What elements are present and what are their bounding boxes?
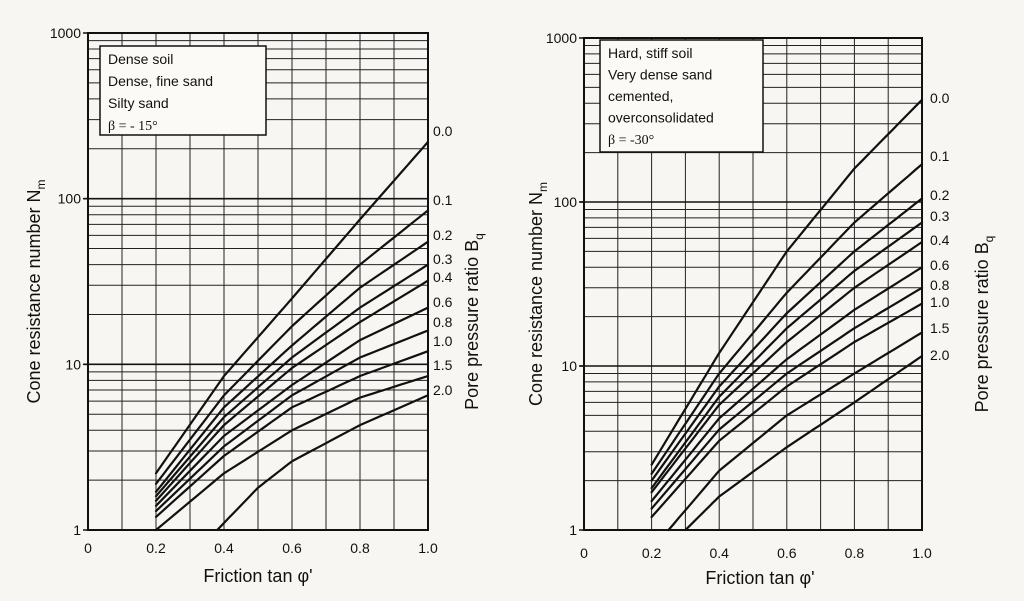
series-line-bq-0.3: [650, 221, 924, 490]
x-tick-label: 0.2: [642, 545, 662, 561]
y-tick-label: 1: [569, 522, 577, 538]
right-axis-label: Pore pressure ratio Bq: [972, 236, 996, 413]
soil-description-line: Silty sand: [108, 95, 169, 111]
series-line-bq-0.6: [650, 266, 924, 503]
series-line-bq-2.0: [216, 394, 430, 532]
series-label-bq-0.2: 0.2: [930, 187, 950, 203]
y-tick-label: 10: [65, 356, 81, 372]
x-tick-label: 0.2: [146, 540, 166, 556]
series-line-bq-0.8: [650, 286, 924, 510]
x-tick-label: 0.4: [214, 540, 234, 556]
y-tick-label: 1000: [50, 25, 81, 41]
series-line-bq-0.1: [650, 163, 924, 475]
x-tick-label: 0.4: [709, 545, 729, 561]
y-tick-label: 100: [58, 191, 82, 207]
series-label-bq-1.0: 1.0: [433, 333, 453, 349]
y-tick-label: 10: [561, 358, 577, 374]
grid-lines: [88, 33, 428, 530]
soil-description-line: overconsolidated: [608, 110, 714, 126]
series-lines: [154, 140, 430, 532]
x-tick-label: 0.6: [282, 540, 302, 556]
series-line-bq-1.0: [650, 302, 924, 519]
series-line-bq-1.5: [667, 331, 924, 532]
soil-description-line: Dense, fine sand: [108, 73, 213, 89]
series-line-bq-1.5: [154, 374, 430, 532]
plot-frame: [583, 37, 923, 531]
series-label-bq-2.0: 2.0: [930, 347, 950, 363]
x-axis-label: Friction tan φ': [705, 568, 814, 588]
series-label-bq-2.0: 2.0: [433, 382, 453, 398]
y-tick-label: 1000: [546, 30, 577, 46]
x-tick-label: 0.8: [350, 540, 370, 556]
series-label-bq-0.4: 0.4: [930, 232, 950, 248]
series-label-bq-0.4: 0.4: [433, 269, 453, 285]
x-tick-label: 1.0: [418, 540, 438, 556]
series-line-bq-0.3: [154, 263, 430, 498]
series-lines: [650, 98, 924, 532]
series-label-bq-0.6: 0.6: [930, 257, 950, 273]
series-line-bq-0.2: [650, 197, 924, 482]
series-label-bq-0.8: 0.8: [433, 314, 453, 330]
y-tick-label: 1: [73, 522, 81, 538]
series-line-bq-0.0: [650, 98, 924, 466]
x-tick-label: 0.6: [777, 545, 797, 561]
x-tick-label: 0: [84, 540, 92, 556]
series-line-bq-0.1: [154, 209, 430, 485]
series-line-bq-1.0: [154, 350, 430, 519]
series-line-bq-0.8: [154, 329, 430, 513]
series-label-bq-0.6: 0.6: [433, 294, 453, 310]
series-line-bq-0.4: [650, 240, 924, 494]
series-label-bq-0.3: 0.3: [433, 251, 453, 267]
beta-angle-label: β = -30°: [608, 133, 654, 148]
soil-description-line: cemented,: [608, 88, 673, 104]
series-label-bq-1.0: 1.0: [930, 294, 950, 310]
series-line-bq-0.2: [154, 240, 430, 493]
beta-angle-label: β = - 15°: [108, 119, 158, 134]
right-axis-label: Pore pressure ratio Bq: [462, 233, 486, 410]
y-axis-label: Cone resistance number Nm: [24, 179, 48, 403]
series-label-bq-0.8: 0.8: [930, 277, 950, 293]
soil-description-line: Hard, stiff soil: [608, 45, 693, 61]
x-tick-label: 0: [580, 545, 588, 561]
chart-panel-1: 1 10 100 1000 0 0.2 0.4 0.6 0.8 1.0 Friction tan φ…: [24, 25, 486, 586]
series-label-bq-0.3: 0.3: [930, 208, 950, 224]
series-label-bq-0.1: 0.1: [930, 148, 950, 164]
x-tick-label: 0.8: [845, 545, 865, 561]
series-label-bq-0.1: 0.1: [433, 192, 453, 208]
series-label-bq-0.2: 0.2: [433, 227, 453, 243]
series-label-bq-0.0: 0.0: [433, 123, 453, 139]
y-tick-label: 100: [554, 194, 578, 210]
soil-description-line: Very dense sand: [608, 67, 712, 83]
series-line-bq-2.0: [684, 354, 924, 532]
soil-description-box: [99, 45, 267, 136]
series-label-bq-1.5: 1.5: [433, 357, 453, 373]
soil-description-box: [599, 39, 764, 153]
series-line-bq-0.6: [154, 306, 430, 507]
x-tick-label: 1.0: [912, 545, 932, 561]
soil-description-line: Dense soil: [108, 51, 173, 67]
series-line-bq-0.4: [154, 279, 430, 502]
y-axis-label: Cone resistance number Nm: [526, 182, 550, 406]
x-axis-label: Friction tan φ': [203, 566, 312, 586]
series-label-bq-1.5: 1.5: [930, 320, 950, 336]
series-line-bq-0.0: [154, 140, 430, 475]
series-label-bq-0.0: 0.0: [930, 90, 950, 106]
